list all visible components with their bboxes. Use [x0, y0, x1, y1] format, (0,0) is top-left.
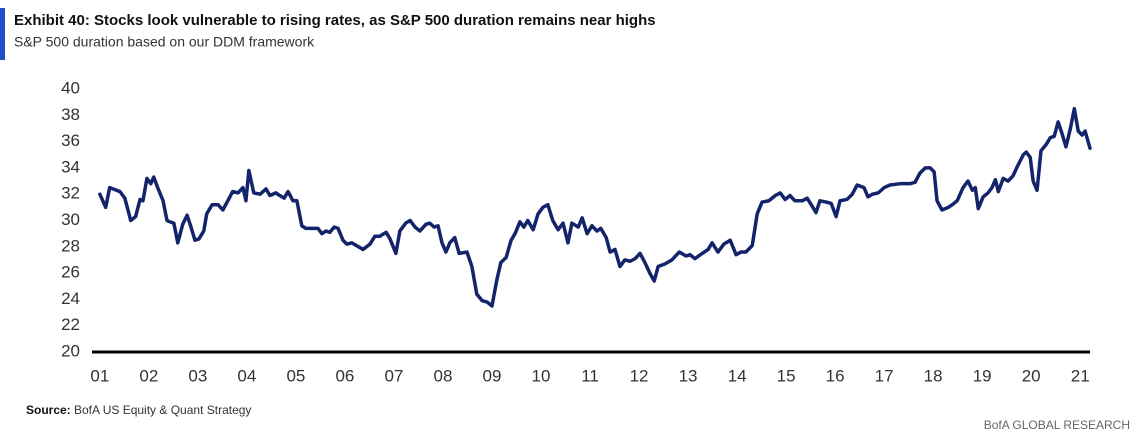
x-tick-label: 12	[630, 366, 649, 385]
x-tick-label: 02	[139, 366, 158, 385]
y-tick-label: 40	[61, 78, 80, 97]
y-tick-label: 38	[61, 105, 80, 124]
x-tick-label: 17	[875, 366, 894, 385]
y-tick-label: 24	[61, 289, 80, 308]
x-tick-label: 09	[483, 366, 502, 385]
accent-bar	[0, 8, 5, 60]
x-tick-label: 14	[728, 366, 747, 385]
x-tick-label: 10	[532, 366, 551, 385]
x-tick-label: 20	[1022, 366, 1041, 385]
y-tick-label: 26	[61, 263, 80, 282]
x-tick-label: 11	[581, 366, 599, 385]
y-tick-label: 22	[61, 315, 80, 334]
y-tick-label: 20	[61, 341, 80, 360]
line-series	[98, 106, 1092, 308]
x-tick-label: 19	[973, 366, 992, 385]
footer: BofA GLOBAL RESEARCH	[984, 418, 1130, 432]
x-tick-label: 16	[826, 366, 845, 385]
x-tick-label: 07	[384, 366, 403, 385]
x-tick-label: 13	[679, 366, 698, 385]
x-tick-label: 21	[1071, 366, 1090, 385]
source-label: Source:	[26, 403, 71, 417]
chart-subtitle: S&P 500 duration based on our DDM framew…	[14, 34, 315, 50]
y-tick-label: 30	[61, 210, 80, 229]
chart-title: Exhibit 40: Stocks look vulnerable to ri…	[14, 12, 656, 29]
x-tick-label: 18	[924, 366, 943, 385]
y-tick-label: 34	[61, 157, 80, 176]
x-tick-label: 03	[188, 366, 207, 385]
x-tick-label: 15	[777, 366, 796, 385]
x-tick-label: 05	[286, 366, 305, 385]
x-tick-label: 04	[237, 366, 256, 385]
y-tick-label: 32	[61, 184, 80, 203]
y-tick-label: 28	[61, 236, 80, 255]
x-tick-label: 08	[434, 366, 453, 385]
x-tick-label: 06	[335, 366, 354, 385]
source: BofA US Equity & Quant Strategy	[74, 403, 251, 417]
y-tick-label: 36	[61, 131, 80, 150]
x-tick-label: 01	[90, 366, 109, 385]
